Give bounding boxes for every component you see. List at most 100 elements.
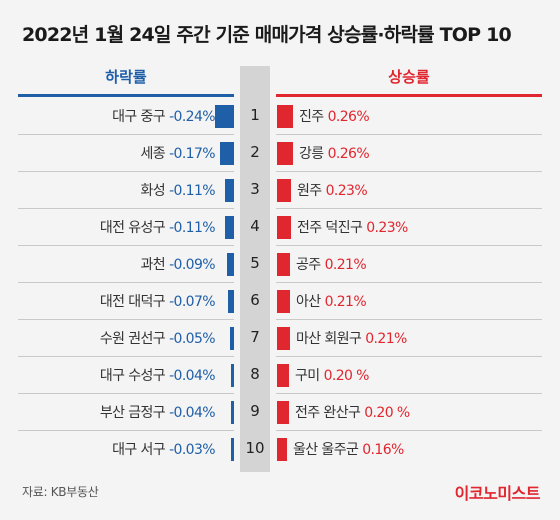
row-divider: [18, 134, 234, 135]
rise-label: 구미 0.20 %: [295, 365, 369, 385]
rise-region-name: 진주: [299, 109, 324, 125]
rank-number: 10: [245, 439, 265, 457]
rise-bar: [277, 105, 293, 128]
decline-bar: [230, 327, 234, 350]
decline-value-label: -0.05%: [169, 331, 216, 347]
decline-region-name: 세종: [140, 146, 166, 162]
rise-bar: [277, 327, 290, 350]
rise-header-rule: [276, 94, 542, 97]
rise-label: 아산 0.21%: [296, 291, 367, 311]
decline-value-label: -0.11%: [169, 220, 216, 236]
chart-title: 2022년 1월 24일 주간 기준 매매가격 상승률·하락률 TOP 10: [22, 24, 512, 46]
rank-column-band: [240, 66, 270, 472]
decline-bar: [231, 401, 234, 424]
rise-value-label: 0.16%: [362, 442, 404, 458]
row-divider: [276, 393, 542, 394]
decline-region-name: 수원 권선구: [99, 331, 166, 347]
row-divider: [276, 356, 542, 357]
rank-number: 8: [250, 365, 260, 383]
rise-label: 전주 덕진구 0.23%: [297, 217, 408, 237]
source-note: 자료: KB부동산: [22, 485, 99, 499]
decline-region-name: 대구 수성구: [99, 368, 166, 384]
rise-region-name: 울산 울주군: [293, 442, 359, 458]
rank-number: 6: [250, 291, 260, 309]
decline-value-label: -0.04%: [169, 405, 216, 421]
row-divider: [276, 430, 542, 431]
rise-value-label: 0.20 %: [364, 405, 410, 421]
rank-number: 5: [250, 254, 260, 272]
row-divider: [18, 282, 234, 283]
rank-number: 3: [250, 180, 260, 198]
decline-bar: [215, 105, 234, 128]
rise-region-name: 전주 덕진구: [297, 220, 363, 236]
chart-row: 수원 권선구 -0.05% 7 마산 회원구 0.21%: [0, 320, 560, 357]
row-divider: [276, 208, 542, 209]
rise-bar: [277, 290, 290, 313]
decline-label: 세종 -0.17%: [141, 143, 216, 163]
rise-region-name: 공주: [296, 257, 321, 273]
decline-region-name: 과천: [140, 257, 166, 273]
decline-label: 대구 중구 -0.24%: [112, 106, 216, 126]
decline-bar: [231, 438, 234, 461]
rise-label: 강릉 0.26%: [299, 143, 370, 163]
decline-value-label: -0.04%: [169, 368, 216, 384]
decline-value-label: -0.03%: [169, 442, 216, 458]
decline-header-rule: [18, 94, 234, 97]
decline-bar: [220, 142, 234, 165]
rise-region-name: 강릉: [299, 146, 324, 162]
rise-bar: [277, 364, 289, 387]
decline-bar: [225, 179, 234, 202]
rise-region-name: 원주: [297, 183, 322, 199]
rise-value-label: 0.23%: [325, 183, 368, 199]
chart-row: 대전 유성구 -0.11% 4 전주 덕진구 0.23%: [0, 209, 560, 246]
rise-bar: [277, 216, 291, 239]
rank-number: 9: [250, 402, 260, 420]
rise-value-label: 0.21%: [365, 331, 407, 347]
decline-region-name: 대구 중구: [112, 109, 166, 125]
rise-label: 전주 완산구 0.20 %: [295, 402, 410, 422]
rank-number: 7: [250, 328, 260, 346]
rise-label: 공주 0.21%: [296, 254, 367, 274]
rise-value-label: 0.21%: [324, 257, 367, 273]
decline-bar: [231, 364, 234, 387]
chart-row: 부산 금정구 -0.04% 9 전주 완산구 0.20 %: [0, 394, 560, 431]
decline-header: 하락률: [105, 68, 147, 86]
rise-value-label: 0.21%: [324, 294, 367, 310]
rise-region-name: 전주 완산구: [295, 405, 361, 421]
row-divider: [18, 393, 234, 394]
decline-region-name: 대구 서구: [112, 442, 166, 458]
rank-number: 1: [250, 106, 260, 124]
decline-label: 수원 권선구 -0.05%: [99, 328, 216, 348]
brand-logo: 이코노미스트: [454, 484, 541, 503]
decline-label: 대구 수성구 -0.04%: [99, 365, 216, 385]
row-divider: [18, 208, 234, 209]
rank-number: 2: [250, 143, 260, 161]
decline-bar: [225, 216, 234, 239]
rise-value-label: 0.23%: [366, 220, 408, 236]
decline-region-name: 대전 유성구: [99, 220, 166, 236]
rise-region-name: 아산: [296, 294, 321, 310]
rise-header: 상승률: [388, 68, 430, 86]
rise-value-label: 0.20 %: [323, 368, 370, 384]
rise-label: 진주 0.26%: [299, 106, 370, 126]
rank-number: 4: [250, 217, 260, 235]
decline-region-name: 화성: [140, 183, 166, 199]
decline-label: 과천 -0.09%: [141, 254, 216, 274]
decline-value-label: -0.07%: [169, 294, 216, 310]
chart-row: 대구 중구 -0.24% 1 진주 0.26%: [0, 98, 560, 135]
decline-bar: [228, 290, 234, 313]
rise-bar: [277, 401, 289, 424]
rise-value-label: 0.26%: [327, 109, 370, 125]
decline-value-label: -0.09%: [169, 257, 216, 273]
chart-row: 대구 서구 -0.03% 10 울산 울주군 0.16%: [0, 431, 560, 468]
decline-value-label: -0.17%: [169, 146, 216, 162]
rise-bar: [277, 253, 290, 276]
rise-bar: [277, 179, 291, 202]
chart-row: 대전 대덕구 -0.07% 6 아산 0.21%: [0, 283, 560, 320]
chart-row: 세종 -0.17% 2 강릉 0.26%: [0, 135, 560, 172]
decline-label: 대전 대덕구 -0.07%: [100, 291, 216, 311]
row-divider: [276, 282, 542, 283]
decline-label: 화성 -0.11%: [141, 180, 216, 200]
decline-label: 부산 금정구 -0.04%: [100, 402, 216, 422]
row-divider: [18, 430, 234, 431]
